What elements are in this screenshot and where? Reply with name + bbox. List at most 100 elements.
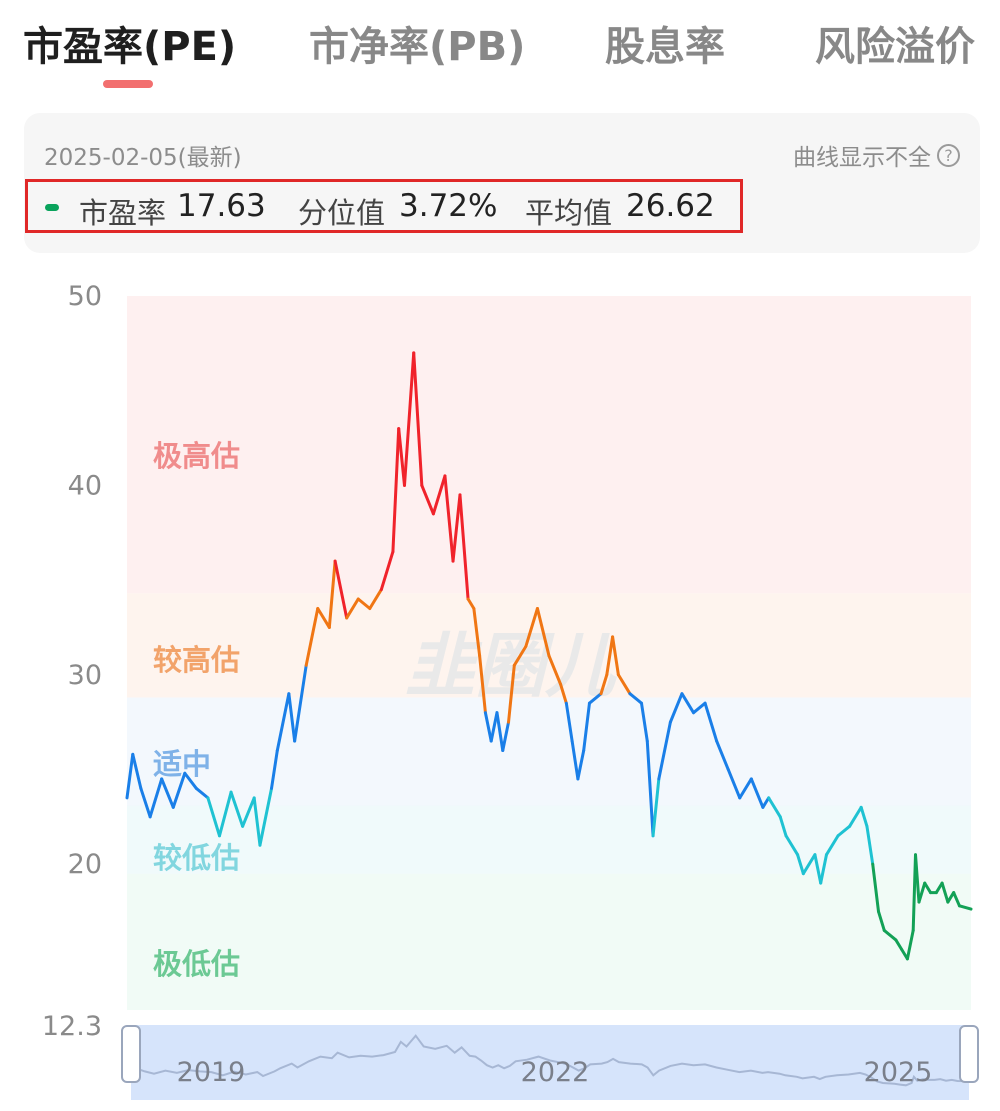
pe-line-segment [784, 834, 800, 857]
curve-display-help[interactable]: 曲线显示不全 ? [793, 138, 960, 172]
pe-line-segment [431, 474, 447, 516]
pe-line-segment [535, 606, 551, 658]
pe-line-segment [194, 786, 210, 800]
pe-line-segment [726, 767, 742, 800]
pe-line-segment [270, 749, 279, 790]
help-label: 曲线显示不全 [793, 145, 931, 171]
pe-line-segment [917, 881, 927, 904]
pe-line-segment [451, 493, 462, 563]
pe-line-segment [576, 749, 586, 781]
pe-line-segment [824, 834, 840, 857]
pe-line-segment [368, 588, 383, 610]
pe-line-segment [258, 786, 274, 847]
pe-line-segment [412, 351, 424, 487]
zone-band [127, 296, 971, 594]
metrics-highlight-box: 市盈率 17.63 分位值 3.72% 平均值 26.62 [25, 179, 743, 233]
pe-line-segment [275, 692, 291, 753]
pe-line-segment [767, 796, 782, 819]
pe-line-segment [796, 853, 805, 876]
pe-line-segment [605, 635, 615, 677]
pe-line-segment [241, 796, 256, 828]
pe-line-segment [749, 777, 765, 809]
navigator-left-handle[interactable] [121, 1025, 141, 1083]
pe-line-segment [819, 853, 828, 885]
zone-label: 极高估 [153, 439, 240, 473]
tab-pb[interactable]: 市净率(PB) [309, 24, 526, 70]
pe-line-segment [940, 881, 950, 904]
pe-line-segment [865, 824, 875, 866]
metric-average-value: 26.62 [626, 188, 715, 224]
pe-line-segment [657, 720, 672, 781]
info-date: 2025-02-05(最新) [44, 145, 242, 171]
pe-line-segment [131, 752, 143, 790]
series-dot-icon [45, 204, 59, 211]
pe-line-segment [582, 701, 591, 753]
pe-line-segment [616, 673, 632, 696]
pe-line-segment [801, 853, 817, 876]
pe-line-segment [905, 928, 915, 961]
pe-line-segment [871, 862, 881, 914]
pe-line-segment [139, 786, 152, 819]
zone-band [127, 873, 971, 1010]
pe-line-segment [391, 427, 401, 554]
y-tick-label: 50 [68, 281, 102, 312]
pe-line-segment [489, 711, 499, 743]
pe-line-segment [402, 351, 416, 487]
pe-line-segment [443, 474, 455, 563]
pe-line-segment [229, 790, 245, 828]
question-icon[interactable]: ? [937, 143, 960, 167]
pe-line-segment [316, 606, 331, 629]
pe-line-segment [458, 493, 470, 601]
pe-line-segment [501, 720, 511, 753]
pe-line-segment [333, 559, 349, 620]
pe-line-segment [651, 777, 661, 838]
pe-line-segment [645, 739, 655, 838]
pe-line-segment [466, 597, 476, 610]
metric-pe-label: 市盈率 [79, 196, 167, 230]
zone-label: 较低估 [153, 841, 240, 875]
pe-line-segment [599, 673, 609, 696]
pe-line-segment [957, 904, 973, 911]
metric-percentile-label: 分位值 [298, 196, 386, 230]
tab-pe[interactable]: 市盈率(PE) [23, 24, 237, 70]
pe-line-segment [559, 682, 568, 705]
pe-line-segment [293, 663, 308, 743]
pe-line-segment [813, 853, 823, 885]
tab-risk-premium[interactable]: 风险溢价 [815, 24, 975, 70]
zone-band [127, 805, 971, 874]
pe-line-segment [171, 771, 187, 809]
info-card: 2025-02-05(最新) 曲线显示不全 ? 市盈率 17.63 分位值 3.… [24, 113, 980, 253]
pe-line-segment [692, 701, 707, 715]
pe-line-segment [345, 597, 360, 620]
zone-band [127, 697, 971, 806]
pe-line-segment [512, 644, 528, 667]
tab-dividend-yield[interactable]: 股息率 [605, 24, 725, 70]
pe-line-segment [472, 606, 482, 658]
pe-line-segment [946, 891, 956, 904]
pe-line-segment [570, 739, 580, 781]
pe-line-segment [206, 796, 221, 838]
pe-line-segment [478, 654, 487, 715]
pe-line-segment [628, 692, 643, 705]
pe-line-segment [923, 881, 933, 895]
pe-line-segment [379, 550, 395, 592]
pe-line-segment [894, 938, 904, 951]
pe-line-segment [507, 663, 516, 724]
pe-line-segment [217, 790, 233, 838]
zone-band [127, 593, 971, 698]
pe-line-segment [914, 853, 921, 904]
pe-line-segment [420, 483, 435, 516]
navigator-line [130, 1034, 970, 1087]
pe-line-segment [611, 635, 620, 677]
navigator-range[interactable] [131, 1025, 969, 1100]
navigator-right-handle[interactable] [959, 1025, 979, 1083]
pe-line-segment [547, 654, 563, 686]
pe-line-segment [397, 427, 406, 487]
pe-line-segment [680, 692, 696, 715]
pe-line-segment [495, 711, 505, 753]
pe-line-segment [252, 796, 262, 847]
pe-line-segment [356, 597, 372, 610]
metric-average-label: 平均值 [525, 196, 613, 230]
navigator-x-tick: 2022 [521, 1057, 590, 1088]
pe-line-segment [587, 692, 603, 705]
